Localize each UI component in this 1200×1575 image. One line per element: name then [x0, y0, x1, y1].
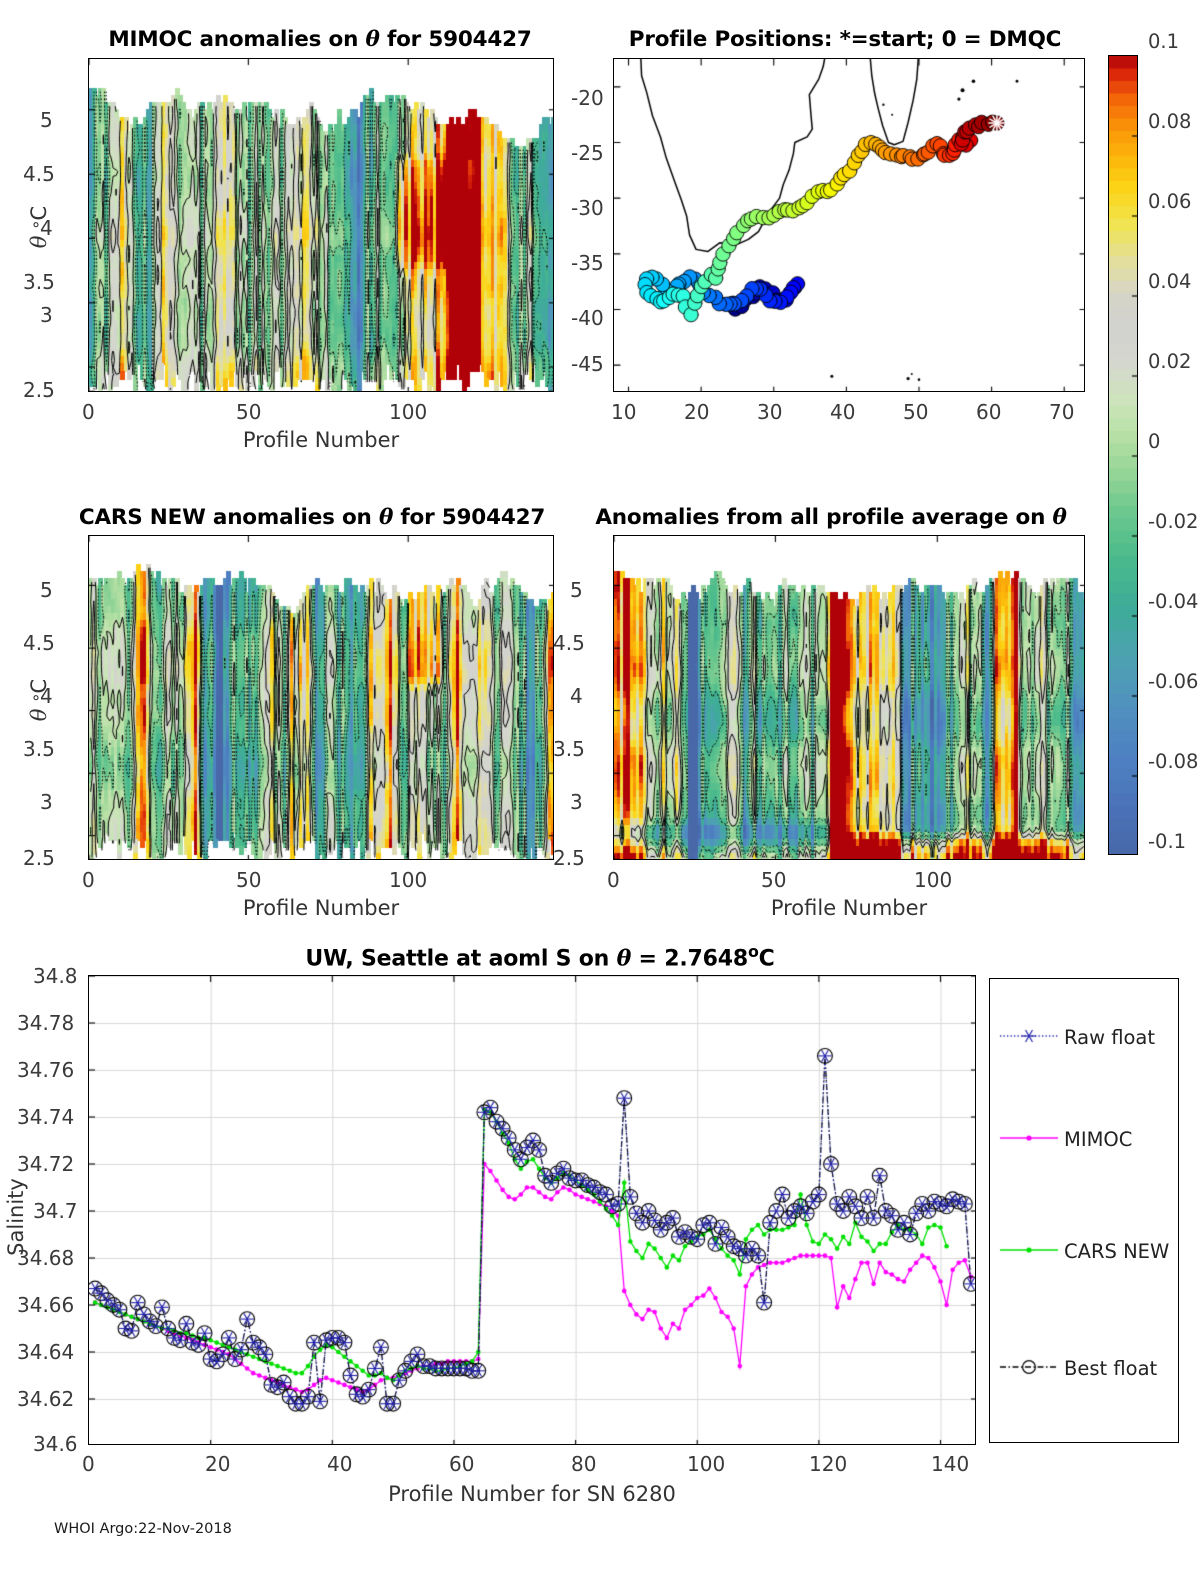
mimoc-xlabel: Profile Number	[242, 428, 400, 452]
cars-xlabel: Profile Number	[242, 896, 400, 920]
mimoc-panel-title: MIMOC anomalies on θ for 5904427	[108, 27, 532, 52]
legend-label-cars-new[interactable]: CARS NEW	[1064, 1240, 1170, 1263]
legend-label-mimoc[interactable]: MIMOC	[1064, 1128, 1133, 1151]
anomaly-colorbar	[1108, 55, 1138, 855]
allavg-xlabel: Profile Number	[770, 896, 928, 920]
allavg-panel-title: Anomalies from all profile average on θ	[595, 505, 1067, 530]
allavg-axes	[613, 535, 1085, 860]
legend-label-best-float[interactable]: Best float	[1064, 1357, 1158, 1380]
legend-label-raw-float[interactable]: Raw float	[1064, 1026, 1156, 1049]
mimoc-axes	[88, 58, 554, 392]
figure-footer: WHOI Argo:22-Nov-2018	[54, 1521, 232, 1537]
cars-axes	[88, 535, 554, 860]
salinity-xlabel: Profile Number for SN 6280	[388, 1482, 676, 1506]
map-axes	[613, 58, 1085, 392]
salinity-axes	[88, 975, 976, 1445]
salinity-panel-title: UW, Seattle at aoml S on θ = 2.7648oC	[305, 942, 775, 972]
map-panel-title: Profile Positions: *=start; 0 = DMQC	[628, 27, 1062, 52]
cars-panel-title: CARS NEW anomalies on θ for 5904427	[78, 505, 546, 530]
salinity-legend	[989, 978, 1180, 1444]
